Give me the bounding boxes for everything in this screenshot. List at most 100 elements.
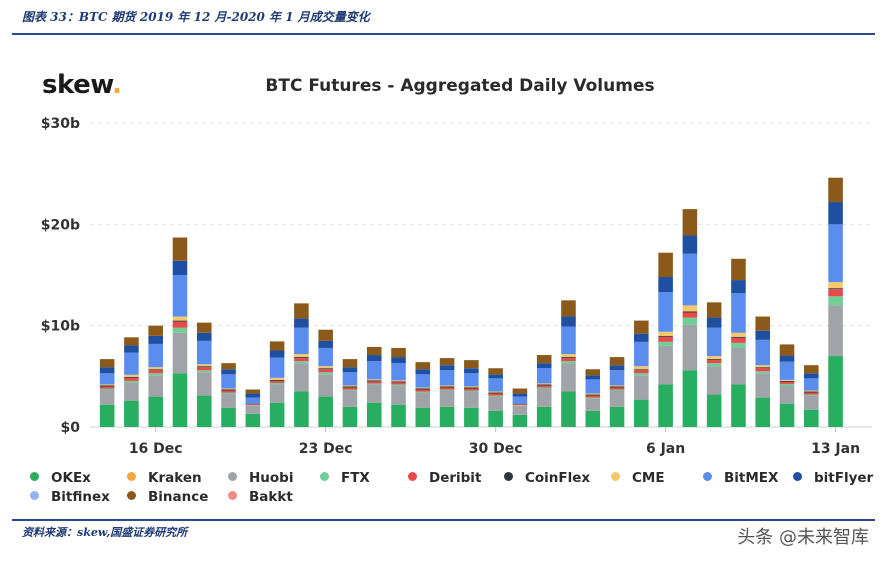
bar-segment-coinflex (634, 369, 649, 371)
bar-segment-ftx (124, 380, 139, 383)
bar-segment-cme (269, 377, 285, 380)
bar-segment-bitflyer (221, 369, 236, 375)
bar-segment-cme (706, 356, 722, 360)
legend-item-huobi: Huobi (228, 470, 293, 486)
bar-segment-bitflyer (585, 375, 601, 380)
bar-segment-binance (196, 322, 212, 333)
bar-segment-bitmex (172, 275, 188, 317)
bar-segment-coinflex (779, 380, 795, 382)
bar-segment-bitflyer (634, 333, 649, 342)
bar-segment-bitmex (488, 378, 503, 392)
bar-segment-coinflex (561, 357, 576, 359)
bar-segment-huobi (706, 366, 722, 395)
legend-label: bitFlyer (814, 470, 874, 486)
bar-segment-deribit (221, 390, 236, 393)
bar-segment-deribit (779, 381, 795, 384)
bar-segment-deribit (245, 404, 261, 406)
bar-segment-coinflex (124, 376, 139, 378)
bar-segment-ftx (269, 382, 285, 385)
bar-segment-cme (391, 380, 406, 382)
bar-segment-huobi (804, 395, 819, 410)
bar-segment-bitmex (706, 327, 722, 357)
legend-swatch (228, 472, 237, 481)
bar-segment-cme (342, 385, 358, 387)
bar-segment-coinflex (439, 386, 455, 388)
bar-segment-bitmex (658, 292, 673, 332)
bar-segment-deribit (634, 370, 649, 374)
bar-segment-bitmex (342, 372, 358, 386)
bar-segment-okex (512, 414, 528, 427)
bar-segment-ftx (415, 391, 431, 393)
bar-segment-bitmex (415, 374, 431, 388)
bar-segment-deribit (585, 395, 601, 398)
bar-segment-bitflyer (658, 277, 673, 293)
bar-segment-huobi (99, 389, 115, 405)
bar-segment-huobi (634, 375, 649, 400)
bar-segment-bitflyer (415, 369, 431, 375)
bar-segment-deribit (658, 336, 673, 342)
bar-segment-bitmex (99, 373, 115, 385)
bar-segment-binance (755, 316, 771, 331)
bar-segment-huobi (415, 392, 431, 408)
legend-item-bitmex: BitMEX (703, 470, 778, 486)
bar-segment-bitflyer (342, 367, 358, 373)
bar-segment-deribit (269, 380, 285, 383)
bar-segment-coinflex (731, 336, 746, 338)
bar-segment-deribit (488, 393, 503, 396)
bar-segment-coinflex (245, 403, 261, 405)
legend-label: FTX (341, 470, 370, 486)
bar-segment-binance (391, 347, 406, 358)
bar-segment-cme (366, 379, 382, 381)
bar-segment-coinflex (269, 379, 285, 381)
bar-segment-coinflex (488, 392, 503, 394)
bar-segment-coinflex (512, 403, 528, 405)
bar-segment-bitflyer (609, 365, 625, 371)
bar-segment-binance (536, 355, 552, 364)
bar-segment-huobi (245, 405, 261, 414)
bar-segment-okex (99, 404, 115, 427)
bar-segment-binance (245, 389, 261, 394)
bar-segment-huobi (269, 384, 285, 403)
bar-segment-bitmex (609, 370, 625, 386)
y-tick-label: $30b (41, 116, 80, 132)
bar-segment-ftx (366, 383, 382, 385)
bar-segment-binance (779, 344, 795, 356)
watermark: 头条 @未来智库 (737, 527, 869, 548)
bar-segment-huobi (755, 373, 771, 398)
bar-segment-deribit (172, 321, 188, 328)
bar-segment-cme (124, 374, 139, 377)
bar-segment-huobi (488, 396, 503, 411)
legend-item-ftx: FTX (320, 470, 370, 486)
bar-segment-binance (658, 252, 673, 278)
bar-segment-binance (439, 358, 455, 366)
x-tick-label: 6 Jan (646, 441, 685, 457)
bar-segment-okex (464, 407, 479, 427)
bar-segment-binance (464, 360, 479, 369)
bottom-rule (12, 519, 875, 521)
bar-segment-coinflex (172, 320, 188, 322)
bar-segment-bitflyer (245, 393, 261, 398)
bar-segment-coinflex (366, 380, 382, 382)
source-note: 资料来源：skew,国盛证券研究所 (22, 526, 188, 539)
bar-segment-deribit (148, 370, 163, 374)
bar-segment-huobi (536, 388, 552, 407)
bar-segment-bitflyer (99, 367, 115, 374)
bar-segment-okex (318, 396, 333, 427)
top-rule (12, 33, 875, 35)
legend-label: Bitfinex (51, 489, 110, 505)
bar-segment-deribit (464, 388, 479, 391)
bar-segment-binance (585, 369, 601, 376)
bar-segment-binance (731, 258, 746, 281)
bar-segment-bitflyer (682, 235, 698, 254)
bar-segment-bitflyer (318, 340, 333, 348)
bar-segment-binance (342, 359, 358, 368)
bar-segment-coinflex (294, 357, 309, 359)
bar-segment-cme (488, 391, 503, 393)
bar-segment-deribit (706, 360, 722, 364)
bar-segment-cme (731, 332, 746, 337)
bar-segment-bitflyer (512, 393, 528, 397)
bar-segment-cme (318, 366, 333, 369)
bar-segment-okex (196, 395, 212, 427)
bar-segment-binance (221, 363, 236, 370)
bar-segment-coinflex (706, 359, 722, 361)
